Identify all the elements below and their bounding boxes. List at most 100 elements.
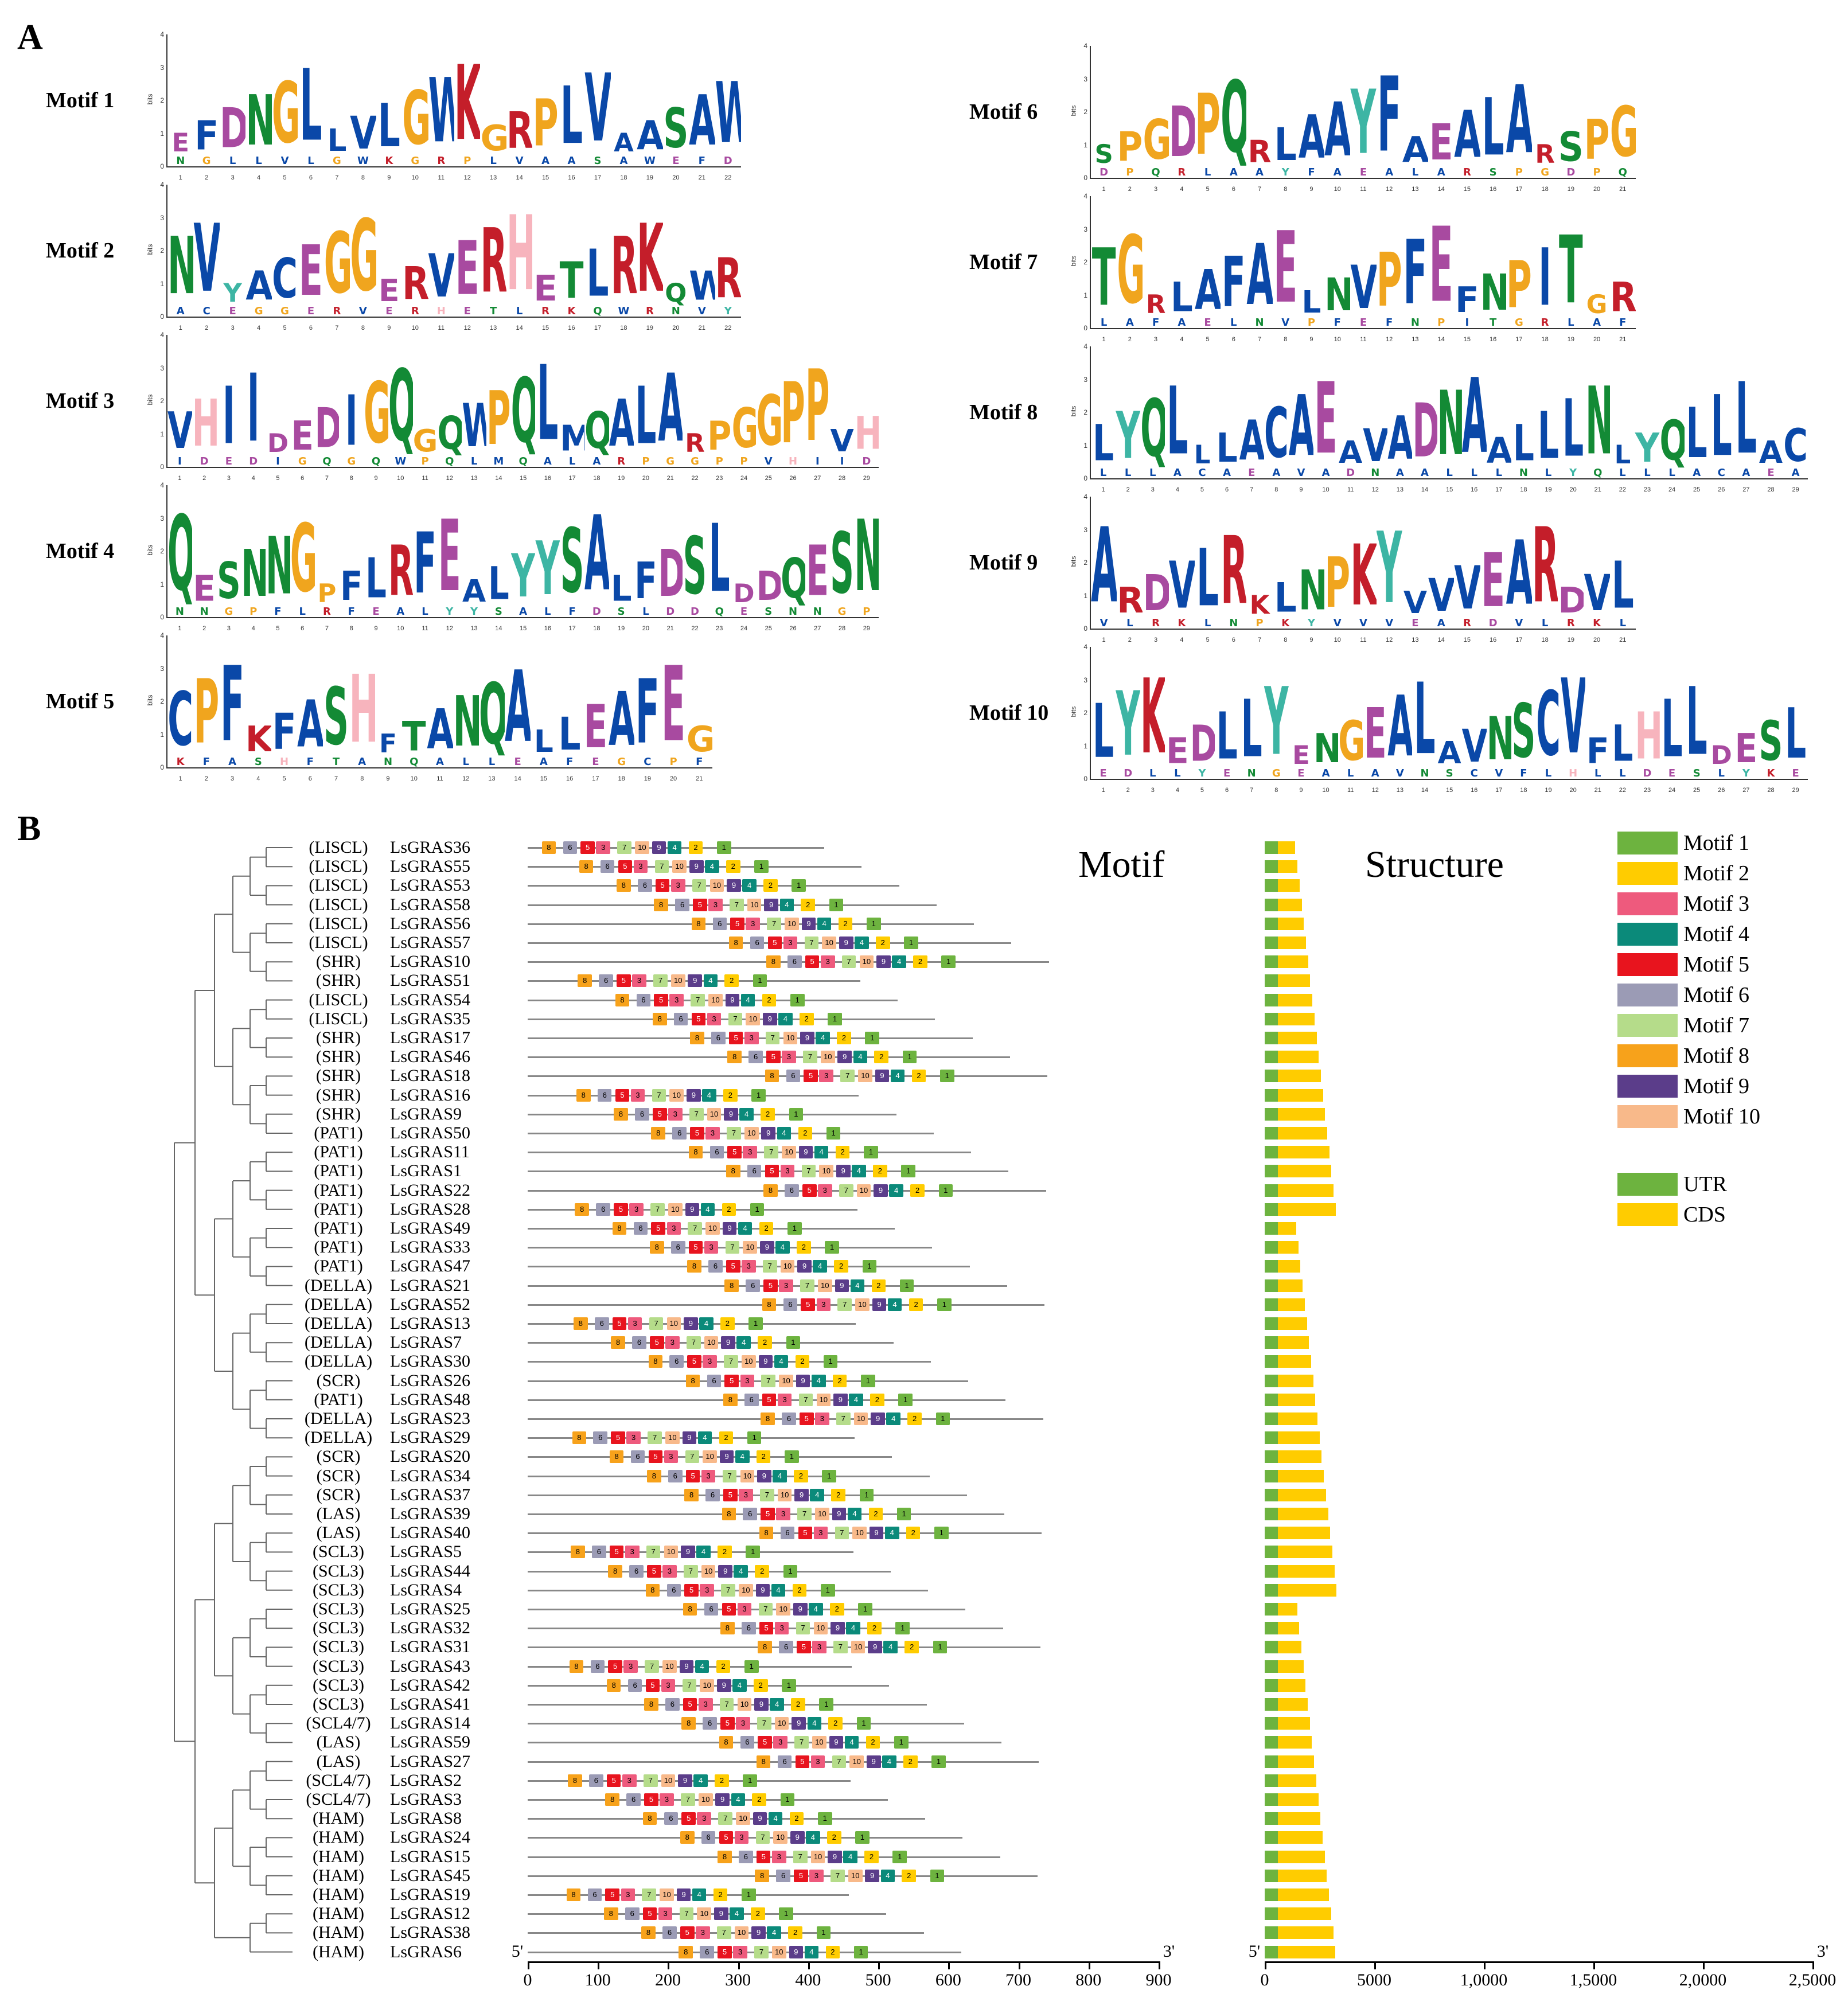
logo-letter-minor: A [567, 155, 576, 166]
y-tick-label: 1 [160, 279, 164, 288]
utr-segment [1265, 1488, 1278, 1501]
logo-letter: G [412, 423, 438, 459]
gene-subfamily-label: (LAS) [316, 1751, 361, 1771]
logo-letter: N [854, 508, 879, 607]
motif-10-box: 10 [697, 1907, 712, 1921]
position-label: 13 [1412, 186, 1419, 193]
motif-6-box: 6 [664, 1812, 679, 1825]
motif-9-box: 9 [832, 1508, 847, 1520]
position-label: 20 [642, 625, 650, 632]
motif-7-box: 7 [692, 879, 707, 892]
motif-5-box: 5 [685, 1469, 700, 1482]
logo-letter-minor: R [1178, 166, 1186, 178]
logo-letter: I [223, 369, 235, 463]
logo-letter: L [1414, 662, 1436, 777]
gene-subfamily-label: (LISCL) [309, 876, 368, 895]
structure-axis-end-label: 3' [1816, 1942, 1829, 1961]
cds-segment [1277, 1546, 1332, 1559]
motif-2-box: 2 [837, 1032, 851, 1044]
motif-1-box: 1 [898, 1393, 913, 1406]
motif-10-box: 10 [740, 1469, 755, 1482]
motif-7-box: 7 [803, 1051, 817, 1064]
structure-axis-tick [1374, 1961, 1376, 1969]
motif-9-box: 9 [828, 1850, 842, 1863]
utr-segment [1265, 1698, 1278, 1711]
motif-1-box: 1 [716, 841, 731, 854]
position-label: 7 [334, 775, 338, 782]
gene-name-label: LsGRAS15 [390, 1847, 471, 1866]
position-label: 6 [1231, 637, 1235, 643]
motif-track: 8 6 5 3 7 10 9 4 2 1 [528, 1755, 1163, 1768]
motif-4-box: 4 [814, 1146, 829, 1159]
motif-7-box: 7 [728, 1012, 743, 1025]
y-tick-label: 4 [1083, 192, 1087, 200]
motif-6-box: 6 [589, 1774, 603, 1787]
logo-letter-minor: D [1488, 617, 1498, 629]
motif-10-box: 10 [812, 1736, 826, 1749]
motif-6-box: 6 [593, 1431, 608, 1445]
logo-letter-minor: E [740, 606, 748, 617]
position-label: 12 [1386, 336, 1393, 343]
position-label: 10 [1322, 486, 1330, 493]
motif-axis-tick-label: 400 [795, 1971, 821, 1989]
motif-5-box: 5 [718, 1945, 732, 1958]
motif-9-box: 9 [761, 1127, 776, 1140]
motif-7-box: 7 [646, 1546, 661, 1559]
logo-letter: Y [1116, 672, 1140, 776]
position-label: 28 [1767, 486, 1775, 493]
structure-axis-tick [1703, 1961, 1705, 1969]
logo-letter-minor: W [395, 455, 407, 467]
motif-2-box: 2 [791, 1698, 805, 1711]
motif-9-box: 9 [835, 1279, 849, 1292]
logo-letter: A [689, 81, 715, 162]
legend-swatch [1617, 984, 1678, 1006]
motif-10-box: 10 [855, 1298, 870, 1311]
logo-letter-minor: L [1100, 467, 1107, 478]
motif-9-box: 9 [796, 1374, 810, 1387]
motif-7-box: 7 [722, 1469, 737, 1482]
motif-track: 8 6 5 3 7 10 9 4 2 1 [528, 1850, 1163, 1863]
motif-2-box: 2 [906, 1527, 921, 1540]
logo-letter-minor: L [1545, 767, 1552, 779]
logo-letter: A [658, 353, 683, 464]
motif-1-box: 1 [865, 1032, 880, 1044]
motif-track: 8 6 5 3 7 10 9 4 2 1 [528, 1812, 1163, 1825]
motif-4-box: 4 [775, 1241, 790, 1254]
logo-letter-minor: Y [446, 606, 454, 617]
motif-1-box: 1 [934, 1527, 949, 1540]
y-tick-label: 3 [1083, 75, 1087, 83]
logo-letter: N [1480, 268, 1506, 318]
motif-3-box: 3 [660, 1793, 674, 1806]
position-label: 15 [1445, 787, 1453, 794]
logo-letter: L [1735, 361, 1757, 477]
motif-5-box: 5 [649, 1336, 664, 1349]
logo-letter-minor: S [254, 756, 262, 767]
position-label: 13 [470, 475, 478, 482]
position-label: 17 [1515, 637, 1523, 643]
gene-structure-track [1265, 898, 1815, 911]
motif-1-box: 1 [855, 1831, 870, 1844]
motif-track: 8 6 5 3 7 10 9 4 2 1 [528, 1679, 1163, 1692]
motif-1-box: 1 [930, 1869, 945, 1882]
motif-5-box: 5 [580, 841, 595, 854]
legend-label: Motif 8 [1683, 1044, 1750, 1068]
logo-letter: S [1511, 688, 1536, 775]
logo-letter: G [323, 216, 350, 313]
gene-subfamily-label: (PAT1) [314, 1142, 363, 1162]
utr-segment [1265, 1564, 1278, 1578]
logo-letter: L [1216, 424, 1238, 471]
logo-letter-minor: I [276, 455, 280, 467]
position-label: 19 [618, 475, 625, 482]
panel-a-label: A [17, 18, 43, 57]
logo-letter-minor: I [1465, 317, 1469, 328]
gene-name-label: LsGRAS40 [390, 1523, 471, 1543]
gene-name-label: LsGRAS38 [390, 1923, 471, 1942]
motif-3-box: 3 [771, 1850, 786, 1863]
position-label: 19 [1567, 186, 1574, 193]
motif-6-box: 6 [662, 1926, 677, 1940]
motif-4-box: 4 [804, 1945, 819, 1958]
motif-6-box: 6 [787, 955, 802, 969]
motif-2-box: 2 [904, 1641, 919, 1654]
cds-segment [1277, 1774, 1316, 1787]
legend-label: Motif 9 [1683, 1074, 1750, 1098]
